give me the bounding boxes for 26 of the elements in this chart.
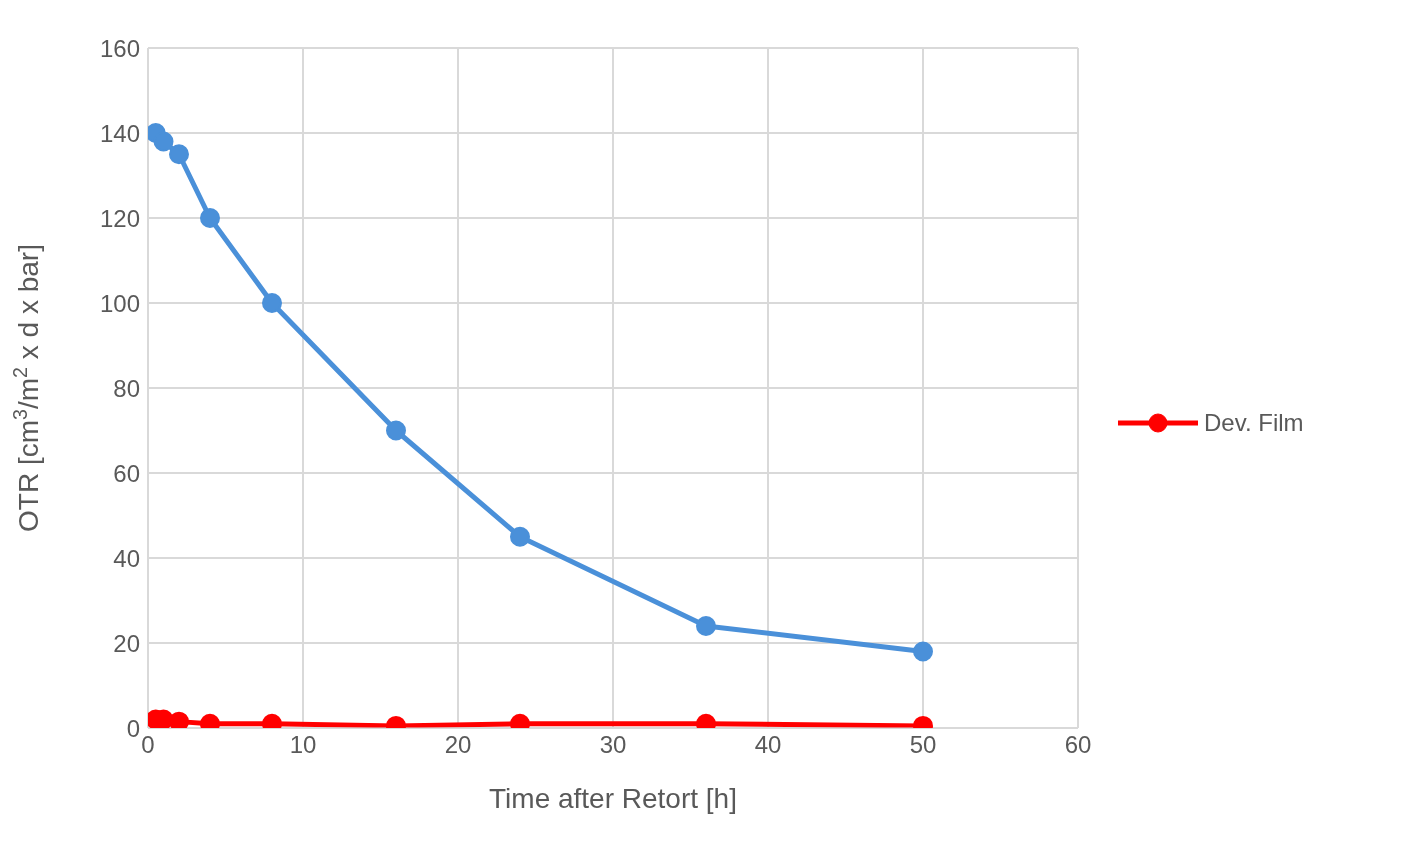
x-tick-label: 10 [289,731,317,759]
point [169,711,189,728]
y-tick-label: 100 [99,289,140,317]
point [696,616,716,636]
point [153,131,174,152]
y-tick-label: 60 [113,459,140,487]
x-tick-label: 60 [1064,731,1092,759]
x-tick-label: 20 [444,731,472,759]
point [262,293,282,313]
y-tick-label: 160 [99,34,140,62]
point [169,144,189,165]
x-tick-label: 50 [909,731,937,759]
point [913,641,933,662]
legend-label: Dev. Film [1204,409,1304,437]
point [386,420,406,441]
x-axis-title: Time after Retort [h] [489,783,737,814]
y-tick-label: 40 [113,544,140,572]
x-tick-label: 30 [599,731,627,759]
x-tick-label: 40 [754,731,782,759]
point [200,208,220,228]
y-tick-label: 140 [99,119,140,147]
point [510,526,530,547]
y-tick-label: 0 [126,714,140,742]
y-tick-label: 20 [113,629,140,657]
y-tick-label: 120 [99,204,140,232]
y-tick-label: 80 [113,374,140,402]
